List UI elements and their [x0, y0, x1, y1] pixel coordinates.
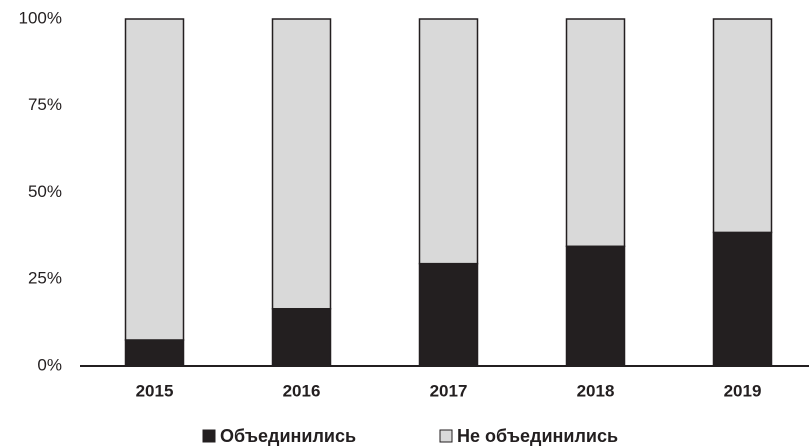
- y-tick-label: 25%: [28, 269, 62, 288]
- bar-segment: [271, 18, 332, 310]
- bar-segment: [271, 307, 332, 367]
- bar-segment: [418, 18, 479, 265]
- bar-segment: [124, 339, 185, 367]
- legend-swatch: [202, 429, 216, 443]
- y-tick-label: 100%: [19, 8, 62, 27]
- x-tick-label: 2016: [283, 381, 321, 400]
- legend-swatch: [439, 429, 453, 443]
- legend-label: Объединились: [220, 426, 356, 446]
- bar-segment: [712, 18, 773, 234]
- y-tick-label: 50%: [28, 182, 62, 201]
- x-tick-label: 2018: [577, 381, 615, 400]
- bar-segment: [712, 231, 773, 367]
- y-tick-label: 75%: [28, 95, 62, 114]
- x-tick-label: 2015: [136, 381, 174, 400]
- bar-segment: [565, 18, 626, 248]
- legend-label: Не объединились: [457, 426, 618, 446]
- x-tick-label: 2019: [724, 381, 762, 400]
- bar-segment: [418, 262, 479, 367]
- bar-segment: [565, 245, 626, 367]
- y-tick-label: 0%: [37, 355, 62, 374]
- bar-segment: [124, 18, 185, 341]
- x-tick-label: 2017: [430, 381, 468, 400]
